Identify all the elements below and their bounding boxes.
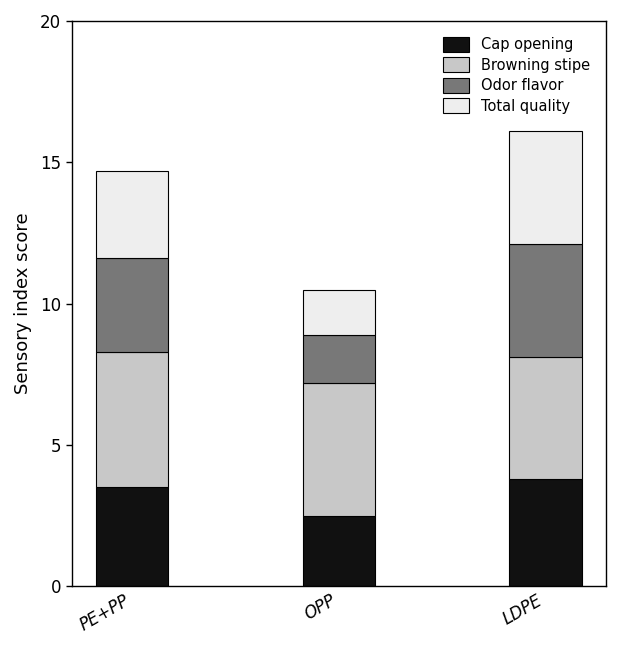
Legend: Cap opening, Browning stipe, Odor flavor, Total quality: Cap opening, Browning stipe, Odor flavor…	[434, 28, 599, 122]
Bar	[510, 244, 582, 358]
Bar	[510, 479, 582, 586]
Bar	[303, 383, 375, 516]
Bar	[303, 290, 375, 335]
Bar	[96, 171, 169, 259]
Bar	[303, 516, 375, 586]
Bar	[510, 131, 582, 244]
Y-axis label: Sensory index score: Sensory index score	[14, 213, 32, 395]
Bar	[303, 335, 375, 383]
Bar	[510, 358, 582, 479]
Bar	[96, 352, 169, 487]
Bar	[96, 487, 169, 586]
Bar	[96, 259, 169, 352]
